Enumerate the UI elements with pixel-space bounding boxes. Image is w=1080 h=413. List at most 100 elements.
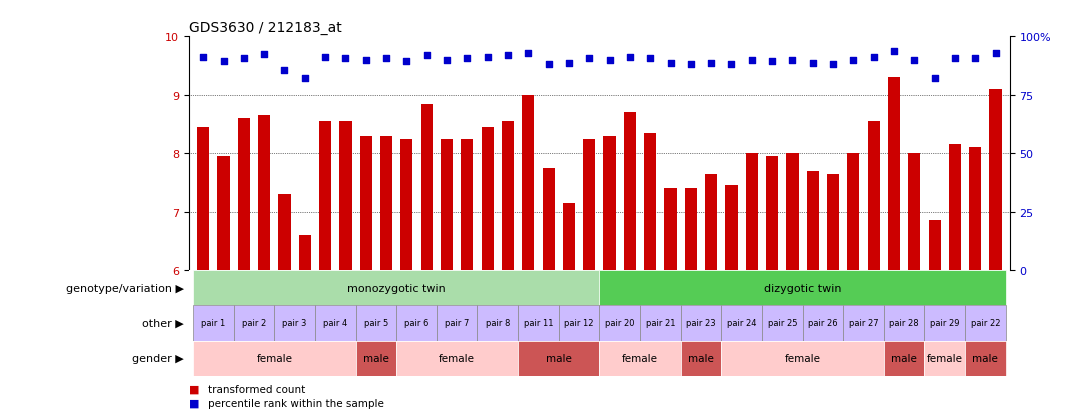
Bar [360,136,372,271]
Text: pair 27: pair 27 [849,319,878,328]
Point [561,60,578,67]
Bar [339,122,351,271]
Point [357,57,375,64]
Text: pair 12: pair 12 [565,319,594,328]
Bar [843,306,883,341]
Point [805,60,822,67]
Point [540,62,557,69]
Point [397,58,415,65]
Text: pair 25: pair 25 [768,319,797,328]
Text: male: male [891,353,917,363]
Text: pair 29: pair 29 [930,319,959,328]
Text: gender ▶: gender ▶ [132,353,184,363]
Bar [193,306,233,341]
Point [581,56,598,63]
Bar [761,306,802,341]
Point [784,57,801,64]
Bar [867,122,880,271]
Text: female: female [256,353,293,363]
Text: female: female [784,353,821,363]
Bar [274,306,315,341]
Text: pair 11: pair 11 [524,319,553,328]
Point [296,76,313,83]
Bar [721,306,761,341]
Bar [198,128,210,271]
Bar [518,306,558,341]
Point [377,56,394,63]
Bar [583,139,595,271]
Bar [193,271,599,306]
Bar [680,306,721,341]
Bar [258,116,270,271]
Bar [380,136,392,271]
Bar [599,306,640,341]
Point [600,57,618,64]
Point [723,62,740,69]
Point [256,51,273,58]
Text: pair 7: pair 7 [445,319,470,328]
Bar [502,122,514,271]
Text: pair 24: pair 24 [727,319,756,328]
Point [987,50,1004,57]
Bar [396,341,518,376]
Bar [745,154,758,271]
Bar [193,341,355,376]
Bar [644,133,657,271]
Bar [908,154,920,271]
Bar [604,136,616,271]
Bar [319,122,332,271]
Bar [966,341,1005,376]
Point [642,56,659,63]
Bar [924,306,966,341]
Point [845,57,862,64]
Text: male: male [363,353,389,363]
Text: pair 8: pair 8 [486,319,510,328]
Text: percentile rank within the sample: percentile rank within the sample [208,398,384,408]
Bar [705,174,717,271]
Bar [599,341,680,376]
Point [215,58,232,65]
Text: dizygotic twin: dizygotic twin [764,283,841,293]
Point [235,56,253,63]
Bar [680,341,721,376]
Bar [279,195,291,271]
Bar [238,119,249,271]
Bar [624,113,636,271]
Bar [401,139,413,271]
Text: pair 22: pair 22 [971,319,1000,328]
Text: pair 1: pair 1 [201,319,226,328]
Point [418,52,435,59]
Point [683,62,700,69]
Bar [766,157,779,271]
Text: pair 3: pair 3 [283,319,307,328]
Text: ■: ■ [189,384,200,394]
Bar [420,104,433,271]
Bar [883,341,924,376]
Point [275,68,293,74]
Text: pair 5: pair 5 [364,319,388,328]
Bar [542,169,555,271]
Point [621,54,638,61]
Text: pair 28: pair 28 [889,319,919,328]
Text: pair 26: pair 26 [808,319,838,328]
Bar [685,189,697,271]
Bar [807,171,819,271]
Bar [217,157,230,271]
Bar [786,154,798,271]
Bar [299,235,311,271]
Point [662,60,679,67]
Bar [664,189,676,271]
Point [886,48,903,55]
Bar [827,174,839,271]
Point [480,54,497,61]
Text: transformed count: transformed count [208,384,306,394]
Bar [315,306,355,341]
Bar [441,139,454,271]
Point [194,54,212,61]
Bar [437,306,477,341]
Bar [558,306,599,341]
Point [743,57,760,64]
Bar [461,139,473,271]
Bar [599,271,1005,306]
Point [459,56,476,63]
